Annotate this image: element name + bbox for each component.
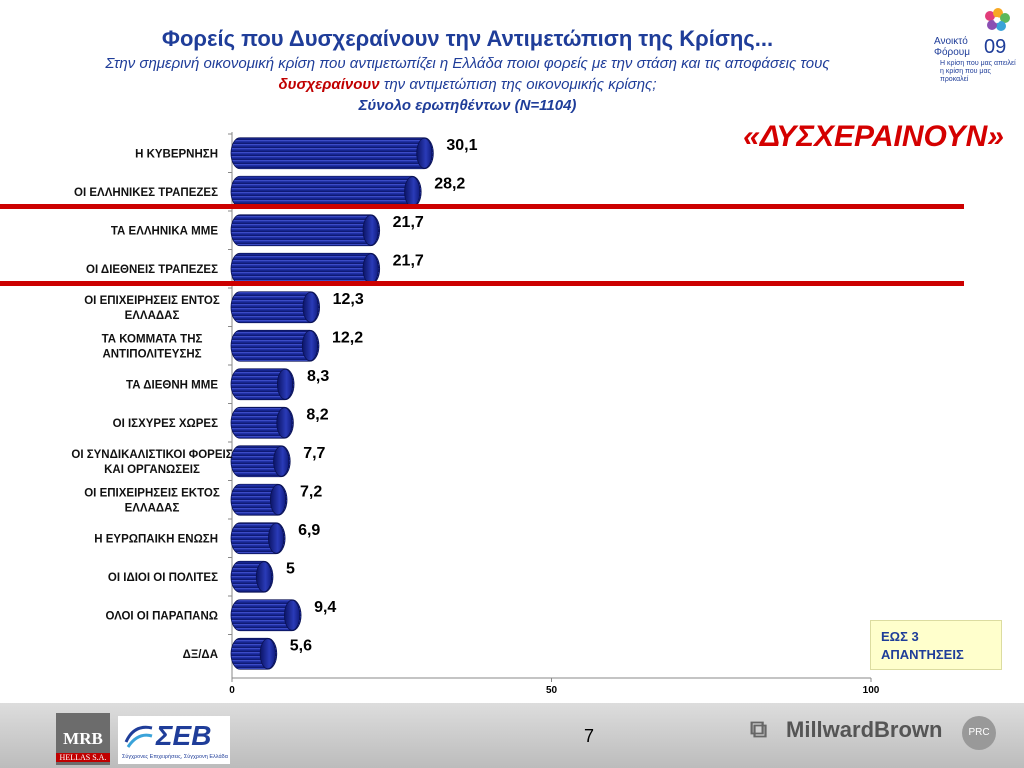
category-label: ΤΑ ΔΙΕΘΝΗ ΜΜΕ	[126, 379, 218, 391]
x-tick-label: 100	[863, 685, 880, 696]
mb-icon: ⧉	[750, 716, 768, 743]
bar	[230, 214, 381, 247]
question-rest: την αντιμετώπιση της οικονομικής κρίσης;	[379, 76, 657, 93]
question-text-line2: δυσχεραίνουν την αντιμετώπιση της οικονο…	[0, 76, 935, 93]
bar-chart: 0 50 100 30,1 Η ΚΥΒΕΡΝΗΣΗ 28,2 ΟΙ ΕΛΛΗΝΙΚΕΣ ΤΡ…	[0, 132, 964, 696]
bar	[230, 329, 320, 362]
category-label: ΟΙ ΕΠΙΧΕΙΡΗΣΕΙΣ ΕΚΤΟΣ ΕΛΛΑΔΑΣ	[84, 487, 220, 514]
question-text: Στην σημερινή οικονομική κρίση που αντιμ…	[105, 55, 830, 72]
forum-logo-year: 09	[984, 36, 1007, 58]
highlight-line-bottom	[0, 281, 964, 286]
bar-cap	[404, 176, 421, 208]
bar-value-label: 28,2	[434, 176, 465, 193]
bar-cap	[284, 599, 301, 631]
answers-note: ΕΩΣ 3 ΑΠΑΝΤΗΣΕΙΣ	[870, 620, 1002, 670]
bar-value-label: 9,4	[314, 599, 336, 616]
bar	[230, 291, 320, 324]
bar-cap	[259, 638, 276, 670]
x-tick-label: 50	[546, 685, 558, 696]
category-label: ΟΙ ΙΔΙΟΙ ΟΙ ΠΟΛΙΤΕΣ	[108, 572, 218, 584]
question-highlight: δυσχεραίνουν	[278, 76, 380, 93]
bar-cap	[255, 561, 273, 593]
bar-cap	[416, 137, 433, 169]
highlight-line-top	[0, 204, 964, 209]
category-label: ΤΑ ΕΛΛΗΝΙΚΑ ΜΜΕ	[111, 225, 218, 237]
bar-value-label: 6,9	[298, 522, 320, 539]
bar-cap	[273, 445, 290, 477]
page-number: 7	[584, 726, 595, 746]
category-label: Η ΚΥΒΕΡΝΗΣΗ	[135, 148, 218, 160]
bar-cap	[362, 253, 379, 285]
bar-cap	[302, 291, 319, 323]
bar-cap	[276, 368, 294, 400]
category-label: ΟΙ ΣΥΝΔΙΚΑΛΙΣΤΙΚΟΙ ΦΟΡΕΙΣ ΚΑΙ ΟΡΓΑΝΩΣΕΙΣ	[71, 449, 232, 476]
category-label: ΟΙ ΔΙΕΘΝΕΙΣ ΤΡΑΠΕΖΕΣ	[86, 264, 218, 276]
forum-logo-tagline: Η κρίση που μας απειλεί η κρίση που μας …	[940, 60, 1016, 83]
bar	[230, 599, 302, 632]
bar-cap	[301, 330, 319, 362]
category-label: ΤΑ ΚΟΜΜΑΤΑ ΤΗΣ ΑΝΤΙΠΟΛΙΤΕΥΣΗΣ	[102, 333, 203, 360]
x-tick-label: 0	[229, 685, 235, 696]
section-label: «ΔΥΣΧΕΡΑΙΝΟΥΝ»	[743, 120, 1004, 153]
category-label: ΔΞ/ΔΑ	[183, 649, 218, 661]
prc-logo: PRC	[962, 716, 996, 750]
bar-value-label: 8,2	[306, 407, 328, 424]
bar-value-label: 12,3	[333, 291, 364, 308]
bar-value-label: 8,3	[307, 368, 329, 385]
category-label: ΟΛΟΙ ΟΙ ΠΑΡΑΠΑΝΩ	[105, 610, 218, 622]
flower-icon	[985, 8, 1010, 31]
forum-logo-text: Ανοικτό Φόρουμ	[934, 36, 971, 58]
millward-brown-logo: ⧉ MillwardBrown	[750, 716, 943, 743]
bar-cap	[276, 407, 293, 439]
bar-value-label: 5,6	[290, 638, 312, 655]
bar-value-label: 7,2	[300, 484, 322, 501]
bar-value-label: 30,1	[446, 137, 477, 154]
forum-logo: Ανοικτό Φόρουμ 09 Η κρίση που μας απειλεί…	[934, 8, 1018, 83]
bar	[230, 137, 434, 170]
category-label: ΟΙ ΙΣΧΥΡΕΣ ΧΩΡΕΣ	[113, 418, 218, 430]
bar-value-label: 12,2	[332, 330, 363, 347]
bar-value-label: 21,7	[393, 214, 424, 231]
bar-value-label: 5	[286, 561, 295, 578]
bar-cap	[362, 214, 379, 246]
sample-size: Σύνολο ερωτηθέντων (N=1104)	[358, 97, 577, 114]
category-label: ΟΙ ΕΠΙΧΕΙΡΗΣΕΙΣ ΕΝΤΟΣ ΕΛΛΑΔΑΣ	[84, 295, 220, 322]
seb-swirl-icon	[124, 725, 153, 748]
bar-cap	[268, 522, 285, 554]
bar	[230, 175, 422, 208]
category-label: ΟΙ ΕΛΛΗΝΙΚΕΣ ΤΡΑΠΕΖΕΣ	[74, 187, 218, 199]
mrb-logo: MRB HELLAS S.A.	[56, 713, 110, 765]
bar-cap	[269, 484, 287, 516]
bar	[230, 252, 381, 285]
bar-value-label: 21,7	[393, 253, 424, 270]
seb-logo: ΣΕΒ Σύγχρονες Επιχειρήσεις, Σύγχρονη Ελλ…	[118, 716, 230, 764]
category-label: Η ΕΥΡΩΠΑΙΚΗ ΕΝΩΣΗ	[94, 533, 218, 545]
bar-value-label: 7,7	[303, 445, 325, 462]
chart-title: Φορείς που Δυσχεραίνουν την Αντιμετώπιση…	[161, 26, 774, 51]
